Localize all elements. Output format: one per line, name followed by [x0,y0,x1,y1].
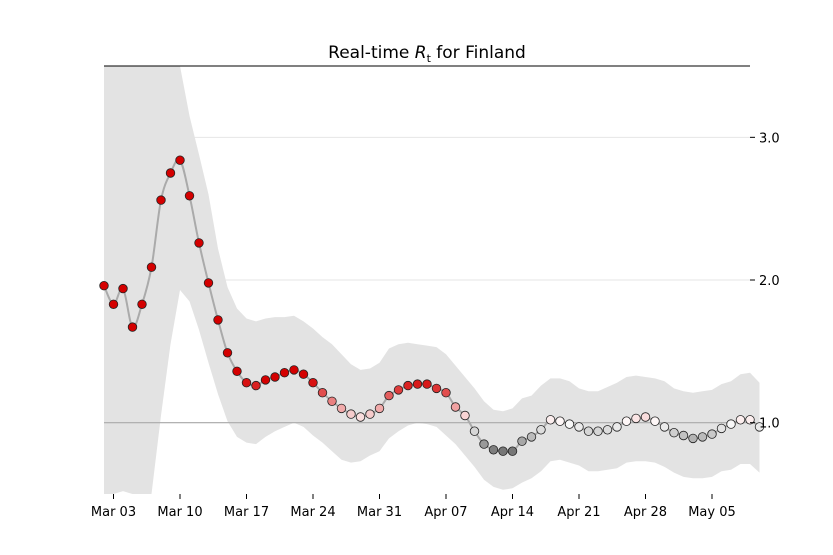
data-point [213,315,223,325]
data-point [697,432,708,442]
data-point [479,439,489,449]
x-tick-label: Mar 10 [157,505,202,520]
x-tick-label: Apr 28 [624,505,667,520]
data-point [289,365,299,375]
data-point [184,191,195,201]
data-point [241,378,252,388]
data-point [403,380,413,391]
data-point [165,168,176,178]
data-point [203,278,214,288]
data-point [526,432,537,442]
data-point [536,425,546,435]
data-point [726,419,736,429]
x-tick-label: Apr 21 [557,505,600,520]
data-point [678,430,689,441]
data-point [450,402,461,412]
data-point [194,238,204,248]
x-tick-label: Mar 24 [290,505,335,520]
x-axis: Mar 03 Mar 10 Mar 17 Mar 24 Mar 31 Apr 07 Apr … [91,494,736,520]
x-tick-label: Apr 07 [424,505,467,520]
data-point [251,380,261,391]
data-point [754,422,765,432]
data-point [118,283,128,294]
data-point [260,375,271,385]
data-point [374,403,385,414]
data-point [137,299,147,310]
data-point [659,422,670,432]
data-point [346,409,356,419]
data-point [222,348,233,358]
rt-points [99,155,765,456]
data-point [650,416,660,426]
data-point [308,378,318,388]
data-point [384,390,394,401]
data-point [631,413,641,424]
data-point [688,433,698,444]
data-point [108,299,119,310]
data-point [298,369,309,379]
data-point [498,446,508,456]
data-point [336,403,347,414]
data-point [583,426,594,436]
data-point [593,426,603,436]
data-point [574,422,584,432]
data-point [745,415,755,425]
data-point [317,388,328,398]
y-tick-label: 3.0 [759,131,780,146]
data-point [669,428,679,438]
x-tick-label: May 05 [688,505,736,520]
data-point [270,372,280,382]
data-point [127,322,138,332]
x-tick-label: Mar 03 [91,505,136,520]
data-point [488,445,499,455]
data-point [441,388,451,398]
data-point [517,436,527,446]
x-tick-label: Apr 14 [491,505,534,520]
data-point [279,368,290,378]
data-point [564,419,575,429]
x-tick-label: Mar 31 [357,505,402,520]
data-point [707,429,717,439]
data-point [460,410,470,421]
y-axis: 1.0 2.0 3.0 [750,131,780,432]
data-point [621,416,632,426]
chart-title: Real-time Rt for Finland [328,43,526,65]
data-point [355,412,366,422]
data-point [327,396,337,407]
data-point [507,446,518,456]
data-point [365,409,375,419]
data-point [555,416,565,426]
data-point [99,281,109,291]
data-point [393,385,404,395]
data-point [412,379,423,389]
data-point [232,366,242,377]
data-point [146,262,157,272]
data-point [716,423,727,434]
data-point [156,195,166,205]
data-point [602,425,613,435]
data-point [175,155,185,165]
data-point [422,379,432,389]
data-point [640,412,651,422]
data-point [735,415,746,425]
confidence-band [104,66,760,494]
data-point [431,383,442,394]
data-point [469,426,480,436]
y-tick-label: 1.0 [759,417,780,432]
data-point [545,415,556,425]
data-point [612,422,622,432]
x-tick-label: Mar 17 [224,505,269,520]
y-tick-label: 2.0 [759,274,780,289]
